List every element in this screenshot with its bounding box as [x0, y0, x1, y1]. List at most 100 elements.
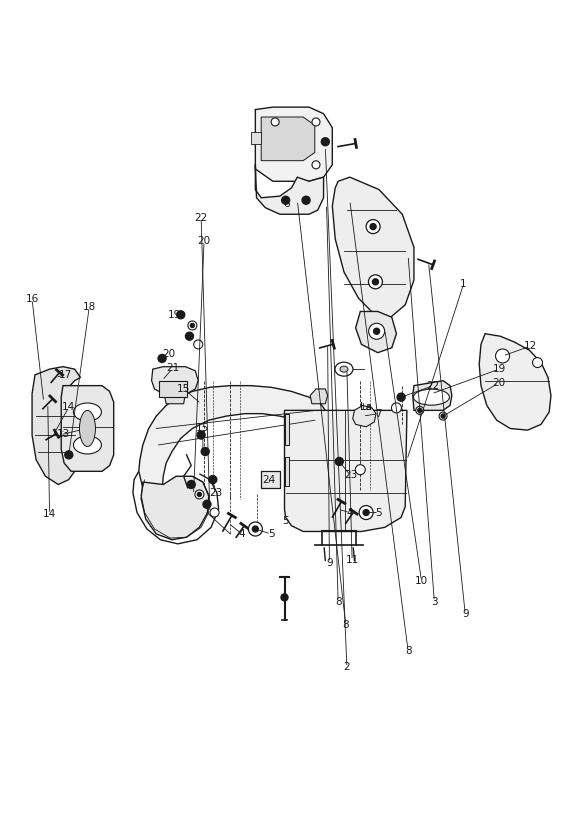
Polygon shape [356, 311, 396, 353]
Circle shape [195, 490, 204, 499]
Text: 11: 11 [346, 555, 359, 565]
Circle shape [397, 393, 405, 401]
Circle shape [321, 138, 329, 146]
Polygon shape [413, 381, 452, 410]
Circle shape [282, 196, 290, 204]
Circle shape [188, 321, 197, 330]
Bar [285, 414, 289, 445]
Text: 2: 2 [343, 662, 350, 672]
Circle shape [187, 480, 195, 489]
Text: 20: 20 [162, 349, 175, 359]
Polygon shape [164, 387, 185, 404]
Text: 18: 18 [83, 302, 96, 312]
Circle shape [532, 358, 543, 368]
Circle shape [368, 275, 382, 288]
Circle shape [363, 509, 369, 516]
Polygon shape [353, 405, 376, 427]
Text: 23: 23 [344, 471, 357, 480]
Polygon shape [251, 132, 261, 144]
Text: 8: 8 [335, 597, 342, 606]
Text: 16: 16 [26, 294, 38, 304]
Bar [261, 471, 280, 488]
Text: 9: 9 [462, 609, 469, 619]
Circle shape [281, 594, 288, 601]
Text: 5: 5 [268, 529, 275, 539]
Polygon shape [255, 165, 324, 214]
Text: La: La [360, 402, 372, 412]
Circle shape [302, 196, 310, 204]
Circle shape [271, 118, 279, 126]
Ellipse shape [335, 363, 353, 376]
Ellipse shape [340, 366, 348, 372]
Circle shape [248, 522, 262, 536]
Text: 15: 15 [196, 424, 209, 433]
Circle shape [198, 493, 201, 496]
Circle shape [191, 324, 194, 327]
Circle shape [209, 475, 217, 484]
Circle shape [439, 412, 447, 420]
Text: 1: 1 [460, 279, 467, 289]
Ellipse shape [73, 436, 101, 454]
Text: 22: 22 [427, 381, 440, 391]
Text: 13: 13 [57, 429, 69, 439]
Circle shape [194, 340, 203, 349]
Circle shape [201, 447, 209, 456]
Circle shape [177, 311, 185, 319]
Text: 6: 6 [283, 199, 290, 209]
Text: 17: 17 [59, 370, 72, 380]
Polygon shape [332, 177, 414, 317]
Circle shape [359, 506, 373, 519]
Text: 7: 7 [375, 409, 382, 419]
Text: 19: 19 [493, 364, 505, 374]
Circle shape [441, 414, 445, 418]
Text: 10: 10 [415, 576, 428, 586]
Bar [285, 457, 289, 486]
Text: 14: 14 [43, 509, 56, 519]
Ellipse shape [413, 389, 449, 405]
Text: 9: 9 [326, 558, 333, 568]
Text: 23: 23 [209, 488, 222, 498]
Text: 4: 4 [346, 508, 353, 517]
Circle shape [368, 323, 385, 339]
Circle shape [374, 328, 380, 335]
Text: 15: 15 [177, 384, 190, 394]
Text: La: La [361, 403, 371, 411]
Circle shape [496, 349, 510, 363]
Polygon shape [152, 367, 198, 394]
Polygon shape [255, 107, 332, 181]
Polygon shape [479, 334, 551, 430]
Circle shape [373, 279, 378, 285]
Text: 21: 21 [166, 363, 179, 373]
Circle shape [370, 223, 376, 230]
Circle shape [312, 118, 320, 126]
Circle shape [203, 500, 211, 508]
Polygon shape [139, 386, 325, 494]
Text: 24: 24 [263, 475, 276, 485]
Bar [159, 381, 187, 397]
Circle shape [366, 220, 380, 233]
Circle shape [335, 457, 343, 466]
Text: 5: 5 [375, 508, 382, 517]
Circle shape [418, 409, 422, 412]
Polygon shape [141, 476, 209, 540]
Circle shape [391, 403, 402, 413]
Circle shape [355, 465, 366, 475]
Text: 12: 12 [524, 341, 537, 351]
Circle shape [210, 508, 219, 517]
Text: 22: 22 [195, 213, 208, 222]
Text: 8: 8 [342, 620, 349, 630]
Text: 3: 3 [431, 597, 438, 606]
Polygon shape [285, 410, 407, 531]
Circle shape [416, 406, 424, 414]
Text: 20: 20 [198, 236, 210, 246]
Text: 19: 19 [168, 310, 181, 320]
Text: 8: 8 [405, 646, 412, 656]
Circle shape [197, 431, 205, 439]
Text: 5: 5 [282, 516, 289, 526]
Text: 14: 14 [62, 402, 75, 412]
Polygon shape [61, 386, 114, 471]
Circle shape [185, 332, 194, 340]
Circle shape [158, 354, 166, 363]
Ellipse shape [73, 403, 101, 421]
Circle shape [312, 161, 320, 169]
